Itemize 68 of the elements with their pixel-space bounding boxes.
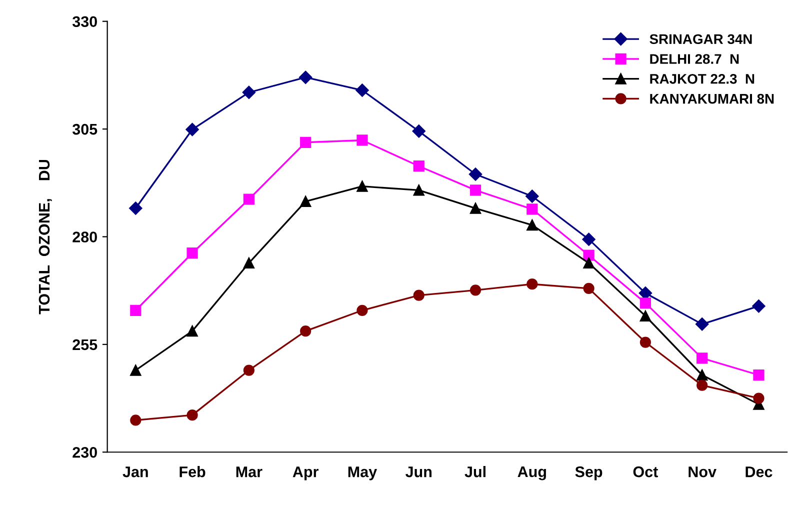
point	[186, 248, 198, 259]
legend-label: KANYAKUMARI 8N	[650, 94, 774, 104]
point	[640, 310, 651, 322]
x-tick-label: Aug	[518, 466, 546, 480]
point	[526, 190, 539, 203]
x-tick-label: Oct	[633, 466, 658, 478]
x-tick-label: Jul	[464, 466, 486, 478]
point	[243, 194, 254, 205]
point	[413, 184, 424, 196]
point	[186, 410, 198, 421]
point	[753, 392, 764, 404]
y-tick-label: 230	[72, 446, 97, 458]
point	[753, 369, 764, 381]
point	[640, 298, 651, 309]
x-tick-label: Apr	[292, 466, 319, 480]
point	[356, 304, 368, 316]
y-axis-title: TOTAL OZONE, DU	[38, 160, 52, 314]
point	[300, 136, 312, 148]
point	[186, 326, 198, 337]
y-tick-label: 330	[72, 16, 97, 28]
point	[413, 160, 424, 172]
point	[583, 282, 594, 294]
x-tick-label: Feb	[180, 466, 206, 478]
point	[695, 318, 709, 331]
point	[243, 364, 254, 376]
point	[300, 196, 312, 207]
legend-label: RAJKOT 22.3 N	[650, 74, 754, 84]
point	[412, 124, 426, 138]
point	[130, 364, 142, 376]
point	[129, 202, 142, 215]
point	[300, 326, 312, 337]
point	[130, 304, 142, 316]
point	[752, 299, 766, 313]
x-tick-label: Nov	[688, 466, 716, 478]
point	[526, 220, 538, 231]
point	[356, 134, 368, 146]
point	[413, 290, 424, 301]
point	[582, 232, 596, 246]
point	[470, 202, 482, 214]
point	[583, 250, 594, 261]
x-tick-label: Dec	[746, 466, 772, 478]
x-tick-label: May	[348, 466, 377, 480]
y-tick-label: 305	[72, 124, 98, 135]
y-tick-label: 255	[72, 339, 98, 350]
point	[696, 352, 708, 364]
point	[242, 86, 256, 100]
point	[696, 380, 708, 391]
point	[583, 257, 594, 269]
x-tick-label: Mar	[236, 466, 262, 478]
point	[298, 70, 312, 84]
x-tick-label: Jun	[406, 466, 432, 478]
y-tick-label: 280	[72, 232, 97, 242]
point	[470, 284, 482, 296]
legend-label: DELHI 28.7 N	[650, 54, 739, 64]
point	[243, 257, 254, 269]
x-tick-label: Sep	[575, 466, 602, 480]
point	[130, 414, 142, 426]
point	[186, 122, 199, 136]
legend-label: SRINAGAR 34N	[650, 34, 752, 44]
point	[470, 184, 482, 196]
x-tick-label: Jan	[122, 466, 148, 478]
point	[526, 278, 538, 290]
point	[356, 180, 368, 192]
point	[640, 336, 651, 348]
point	[696, 369, 708, 381]
point	[356, 84, 369, 97]
point	[468, 168, 482, 181]
point	[526, 204, 538, 215]
